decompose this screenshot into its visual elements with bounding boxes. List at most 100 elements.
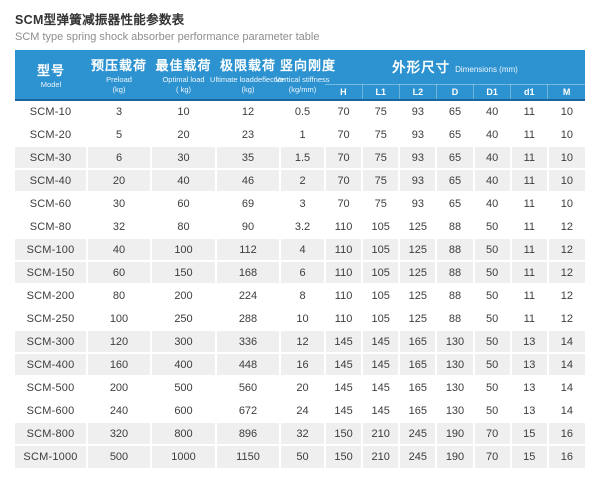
value-cell: 200: [86, 375, 151, 399]
value-cell: 1150: [215, 444, 280, 468]
value-cell: 145: [361, 398, 400, 422]
value-cell: 12: [546, 214, 585, 238]
value-cell: 800: [150, 421, 216, 445]
model-cell: SCM-300: [15, 329, 87, 353]
header-sub-row: H L1 L2 D D1 d1 M: [15, 84, 585, 101]
table-row: SCM-200 80 200 224 8 110 105 125 88 50 11 12: [15, 283, 585, 307]
column-label-en: Model: [40, 80, 62, 89]
value-cell: 105: [361, 214, 400, 238]
value-cell: 12: [546, 306, 585, 330]
value-cell: 145: [323, 398, 363, 422]
value-cell: 1000: [150, 444, 216, 468]
value-cell: 11: [509, 191, 548, 215]
column-unit: (kg): [241, 85, 255, 94]
model-cell: SCM-600: [15, 398, 87, 422]
value-cell: 80: [86, 283, 151, 307]
column-label-en: Vertical stiffness: [275, 75, 330, 84]
value-cell: 125: [398, 237, 437, 261]
table-row: SCM-300 120 300 336 12 145 145 165 130 50 13 14: [15, 329, 585, 353]
value-cell: 11: [509, 122, 548, 146]
value-cell: 65: [435, 191, 474, 215]
value-cell: 13: [509, 329, 548, 353]
value-cell: 320: [86, 421, 151, 445]
value-cell: 105: [361, 260, 400, 284]
dimensions-label-cn: 外形尺寸: [392, 60, 451, 76]
column-label-en: Ultimate loaddeflection: [210, 75, 286, 84]
value-cell: 245: [398, 421, 437, 445]
table-row: SCM-150 60 150 168 6 110 105 125 88 50 11 12: [15, 260, 585, 284]
value-cell: 70: [472, 421, 511, 445]
title-block: SCM型弹簧减振器性能参数表 SCM type spring shock abs…: [0, 0, 600, 43]
value-cell: 6: [279, 260, 325, 284]
value-cell: 3.2: [279, 214, 325, 238]
subcolumn-header-l2: L2: [398, 84, 437, 101]
model-cell: SCM-10: [15, 99, 87, 123]
value-cell: 50: [472, 306, 511, 330]
value-cell: 75: [361, 145, 400, 169]
table-row: SCM-40 20 40 46 2 70 75 93 65 40 11 10: [15, 168, 585, 192]
table-row: SCM-500 200 500 560 20 145 145 165 130 50 13 14: [15, 375, 585, 399]
value-cell: 70: [323, 122, 363, 146]
value-cell: 190: [435, 421, 474, 445]
model-cell: SCM-20: [15, 122, 87, 146]
value-cell: 88: [435, 237, 474, 261]
value-cell: 75: [361, 191, 400, 215]
column-header-optimal-load: 最佳载荷 Optimal load( kg): [151, 50, 216, 101]
subcolumn-header-d1: D1: [473, 84, 511, 101]
value-cell: 500: [86, 444, 151, 468]
value-cell: 11: [509, 214, 548, 238]
subcolumn-header-h: H: [325, 84, 363, 101]
value-cell: 40: [472, 168, 511, 192]
value-cell: 11: [509, 168, 548, 192]
column-label-cn: 型号: [36, 63, 65, 78]
value-cell: 150: [323, 444, 363, 468]
value-cell: 600: [150, 398, 216, 422]
value-cell: 24: [279, 398, 325, 422]
value-cell: 12: [546, 260, 585, 284]
value-cell: 20: [86, 168, 151, 192]
value-cell: 23: [215, 122, 280, 146]
value-cell: 50: [279, 444, 325, 468]
value-cell: 130: [435, 329, 474, 353]
value-cell: 80: [150, 214, 216, 238]
model-cell: SCM-500: [15, 375, 87, 399]
value-cell: 46: [215, 168, 280, 192]
value-cell: 90: [215, 214, 280, 238]
table-row: SCM-20 5 20 23 1 70 75 93 65 40 11 10: [15, 122, 585, 146]
value-cell: 125: [398, 283, 437, 307]
table-row: SCM-250 100 250 288 10 110 105 125 88 50 11 12: [15, 306, 585, 330]
column-unit: (kg/mm): [288, 85, 317, 94]
value-cell: 130: [435, 375, 474, 399]
value-cell: 40: [472, 145, 511, 169]
value-cell: 10: [546, 145, 585, 169]
value-cell: 50: [472, 283, 511, 307]
column-header-preload: 预压载荷 Preload (kg): [87, 50, 151, 101]
subcolumn-header-d: D: [435, 84, 474, 101]
value-cell: 93: [398, 145, 437, 169]
value-cell: 30: [150, 145, 216, 169]
value-cell: 60: [150, 191, 216, 215]
value-cell: 65: [435, 145, 474, 169]
value-cell: 3: [86, 99, 151, 123]
value-cell: 160: [86, 352, 151, 376]
value-cell: 11: [509, 145, 548, 169]
value-cell: 5: [86, 122, 151, 146]
value-cell: 130: [435, 398, 474, 422]
value-cell: 60: [86, 260, 151, 284]
column-label-cn: 极限载荷: [219, 58, 276, 73]
value-cell: 165: [398, 352, 437, 376]
value-cell: 10: [546, 168, 585, 192]
column-label-cn: 竖向刚度: [280, 58, 337, 73]
value-cell: 12: [215, 99, 280, 123]
value-cell: 88: [435, 283, 474, 307]
value-cell: 896: [215, 421, 280, 445]
table-header: 型号 Model 预压载荷 Preload (kg) 最佳载荷 Optimal load( …: [15, 50, 585, 101]
value-cell: 1: [279, 122, 325, 146]
value-cell: 150: [323, 421, 363, 445]
model-cell: SCM-40: [15, 168, 87, 192]
value-cell: 88: [435, 306, 474, 330]
value-cell: 50: [472, 237, 511, 261]
value-cell: 150: [150, 260, 216, 284]
model-cell: SCM-30: [15, 145, 87, 169]
value-cell: 120: [86, 329, 151, 353]
